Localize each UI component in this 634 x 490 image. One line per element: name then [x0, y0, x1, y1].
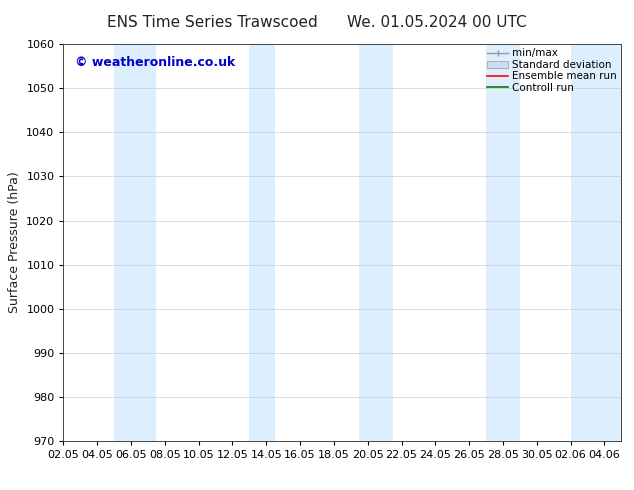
Bar [486, 44, 520, 441]
Text: ENS Time Series Trawscoed      We. 01.05.2024 00 UTC: ENS Time Series Trawscoed We. 01.05.2024… [107, 15, 527, 30]
Bar [249, 44, 275, 441]
Y-axis label: Surface Pressure (hPa): Surface Pressure (hPa) [8, 172, 21, 314]
Bar [359, 44, 393, 441]
Legend: min/max, Standard deviation, Ensemble mean run, Controll run: min/max, Standard deviation, Ensemble me… [485, 46, 619, 95]
Bar [571, 44, 621, 441]
Text: © weatheronline.co.uk: © weatheronline.co.uk [75, 56, 235, 69]
Bar [114, 44, 157, 441]
